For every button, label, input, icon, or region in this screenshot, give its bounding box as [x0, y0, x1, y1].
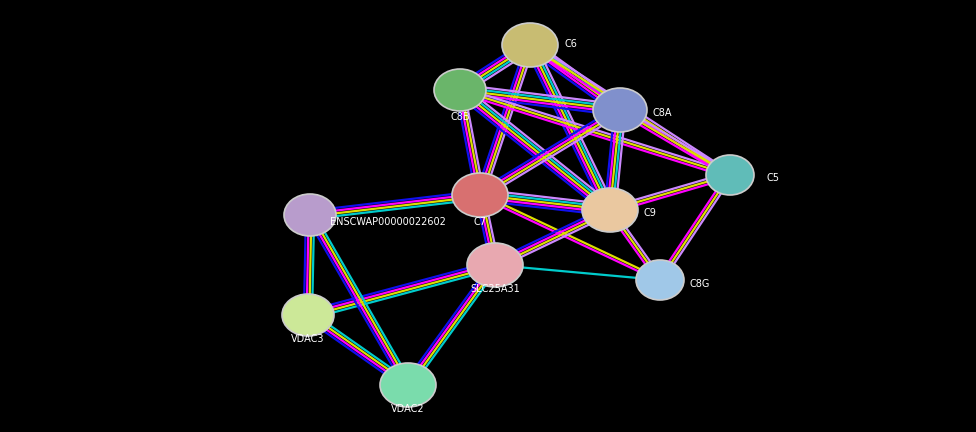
- Text: C6: C6: [564, 39, 578, 49]
- Text: C9: C9: [643, 208, 657, 218]
- Ellipse shape: [706, 155, 754, 195]
- Text: SLC25A31: SLC25A31: [470, 284, 520, 294]
- Ellipse shape: [582, 188, 638, 232]
- Ellipse shape: [380, 363, 436, 407]
- Ellipse shape: [284, 194, 336, 236]
- Ellipse shape: [593, 88, 647, 132]
- Ellipse shape: [636, 260, 684, 300]
- Ellipse shape: [434, 69, 486, 111]
- Ellipse shape: [502, 23, 558, 67]
- Text: VDAC3: VDAC3: [291, 334, 325, 344]
- Ellipse shape: [282, 294, 334, 336]
- Text: C7: C7: [473, 217, 486, 227]
- Text: C8B: C8B: [450, 112, 469, 122]
- Text: C8G: C8G: [690, 279, 711, 289]
- Ellipse shape: [452, 173, 508, 217]
- Ellipse shape: [467, 243, 523, 287]
- Text: C8A: C8A: [652, 108, 671, 118]
- Text: VDAC2: VDAC2: [391, 404, 425, 414]
- Text: C5: C5: [766, 173, 780, 183]
- Text: ENSCWAP00000022602: ENSCWAP00000022602: [330, 217, 446, 227]
